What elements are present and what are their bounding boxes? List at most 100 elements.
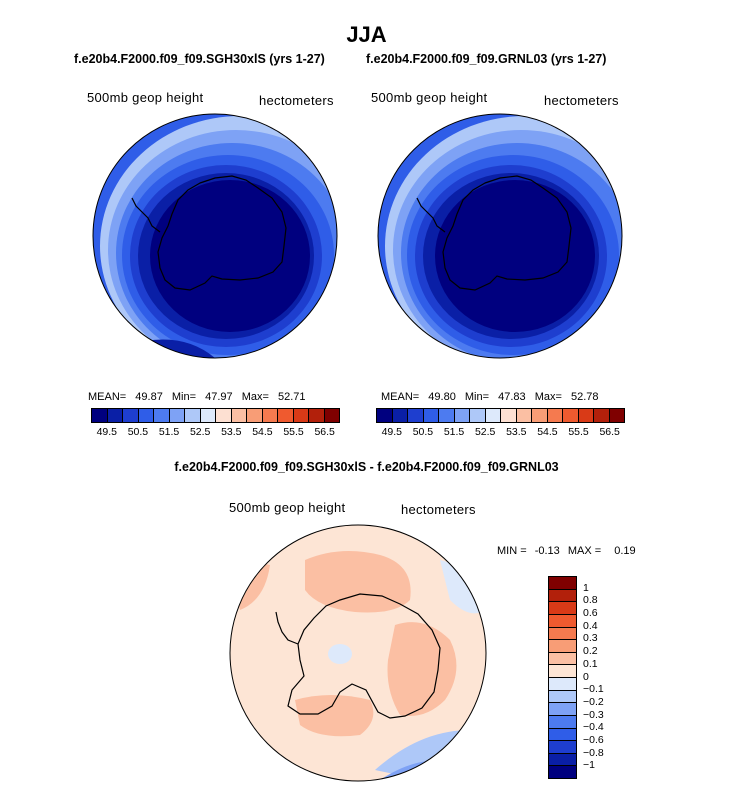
- diff-antarctica-outline: [275, 593, 441, 719]
- colorbar-swatch: [549, 715, 576, 729]
- diff-max-label: MAX =: [567, 545, 602, 557]
- colorbar-swatch: [549, 753, 576, 767]
- right-colorbar: [376, 408, 625, 423]
- colorbar-tick-label: 0.1: [583, 657, 598, 670]
- colorbar-tick-label: 54.5: [537, 426, 558, 438]
- colorbar-swatch: [549, 728, 576, 742]
- colorbar-swatch: [408, 409, 424, 422]
- colorbar-swatch: [123, 409, 139, 422]
- colorbar-tick-label: 52.5: [189, 426, 211, 438]
- colorbar-tick-label: 52.5: [474, 426, 496, 438]
- diff-title: f.e20b4.F2000.f09_f09.SGH30xlS - f.e20b4…: [174, 460, 559, 474]
- colorbar-swatch: [200, 409, 216, 422]
- colorbar-swatch: [594, 409, 610, 422]
- left-antarctica-outline: [131, 175, 287, 291]
- right-map-contours: [378, 114, 622, 358]
- colorbar-tick-label: −0.1: [583, 683, 604, 696]
- colorbar-swatch: [439, 409, 455, 422]
- colorbar-swatch: [532, 409, 548, 422]
- right-antarctica-outline: [416, 175, 572, 291]
- right-max-label: Max=: [534, 391, 562, 403]
- right-units-label: hectometers: [544, 93, 619, 108]
- colorbar-tick-label: 0.3: [583, 632, 598, 645]
- right-min-value: 47.83: [498, 391, 526, 403]
- colorbar-swatch: [609, 409, 624, 422]
- colorbar-swatch: [309, 409, 325, 422]
- colorbar-swatch: [92, 409, 108, 422]
- diff-min-value: -0.13: [534, 545, 560, 557]
- left-units-label: hectometers: [259, 93, 334, 108]
- left-variable-label: 500mb geop height: [87, 90, 204, 105]
- left-stats: MEAN= 49.87 Min= 47.97 Max= 52.71: [88, 391, 306, 403]
- colorbar-tick-label: 1: [583, 581, 589, 594]
- colorbar-tick-label: 0.6: [583, 607, 598, 620]
- right-colorbar-labels: 49.5 50.5 51.5 52.5 53.5 54.5 55.5 56.5: [376, 426, 625, 440]
- colorbar-tick-label: 54.5: [252, 426, 273, 438]
- left-max-label: Max=: [241, 391, 269, 403]
- colorbar-tick-label: 49.5: [96, 426, 117, 438]
- colorbar-swatch: [231, 409, 247, 422]
- colorbar-swatch: [547, 409, 563, 422]
- colorbar-tick-label: 56.5: [599, 426, 620, 438]
- colorbar-tick-label: 55.5: [283, 426, 304, 438]
- colorbar-tick-label: −0.2: [583, 695, 604, 708]
- diff-units-label: hectometers: [401, 502, 476, 517]
- colorbar-swatch: [454, 409, 470, 422]
- colorbar-swatch: [549, 741, 576, 754]
- colorbar-swatch: [423, 409, 439, 422]
- colorbar-swatch: [262, 409, 278, 422]
- colorbar-tick-label: −0.6: [583, 733, 604, 746]
- right-mean-value: 49.80: [428, 391, 456, 403]
- right-variable-label: 500mb geop height: [371, 90, 488, 105]
- diff-variable-label: 500mb geop height: [229, 500, 346, 515]
- colorbar-tick-label: 50.5: [412, 426, 434, 438]
- left-colorbar: [91, 408, 340, 423]
- colorbar-swatch: [185, 409, 201, 422]
- colorbar-swatch: [485, 409, 501, 422]
- left-min-value: 47.97: [205, 391, 233, 403]
- colorbar-swatch: [392, 409, 408, 422]
- colorbar-swatch: [247, 409, 263, 422]
- colorbar-swatch: [549, 577, 576, 590]
- colorbar-swatch: [107, 409, 123, 422]
- colorbar-tick-label: 51.5: [158, 426, 180, 438]
- colorbar-tick-label: −0.8: [583, 746, 604, 759]
- colorbar-swatch: [549, 652, 576, 666]
- left-mean-value: 49.87: [135, 391, 163, 403]
- diff-map-contours: [230, 525, 486, 781]
- colorbar-tick-label: 49.5: [381, 426, 402, 438]
- colorbar-swatch: [549, 640, 576, 653]
- left-max-value: 52.71: [277, 391, 306, 403]
- left-min-label: Min=: [171, 391, 197, 403]
- colorbar-tick-label: 53.5: [221, 426, 242, 438]
- colorbar-swatch: [169, 409, 185, 422]
- colorbar-swatch: [578, 409, 594, 422]
- colorbar-swatch: [549, 627, 576, 641]
- colorbar-swatch: [377, 409, 393, 422]
- right-panel-case: f.e20b4.F2000.f09_f09.GRNL03 (yrs 1-27): [366, 52, 607, 66]
- colorbar-swatch: [154, 409, 170, 422]
- colorbar-tick-label: 56.5: [314, 426, 335, 438]
- colorbar-swatch: [293, 409, 309, 422]
- colorbar-swatch: [216, 409, 232, 422]
- colorbar-swatch: [563, 409, 579, 422]
- colorbar-tick-label: −0.4: [583, 721, 604, 734]
- colorbar-tick-label: −1: [583, 759, 595, 772]
- right-min-label: Min=: [464, 391, 490, 403]
- diff-min-label: MIN =: [497, 545, 527, 557]
- colorbar-swatch: [549, 602, 576, 615]
- diff-max-value: 0.19: [614, 545, 636, 557]
- left-map-contours: [93, 114, 337, 358]
- right-stats: MEAN= 49.80 Min= 47.83 Max= 52.78: [381, 391, 599, 403]
- diff-colorbar: [548, 576, 577, 779]
- colorbar-swatch: [278, 409, 294, 422]
- colorbar-tick-label: 0.8: [583, 594, 598, 607]
- right-mean-label: MEAN=: [381, 391, 420, 403]
- colorbar-swatch: [549, 766, 576, 778]
- colorbar-swatch: [138, 409, 154, 422]
- colorbar-tick-label: 0: [583, 670, 589, 683]
- left-panel-case: f.e20b4.F2000.f09_f09.SGH30xlS (yrs 1-27…: [74, 52, 325, 66]
- colorbar-swatch: [549, 703, 576, 716]
